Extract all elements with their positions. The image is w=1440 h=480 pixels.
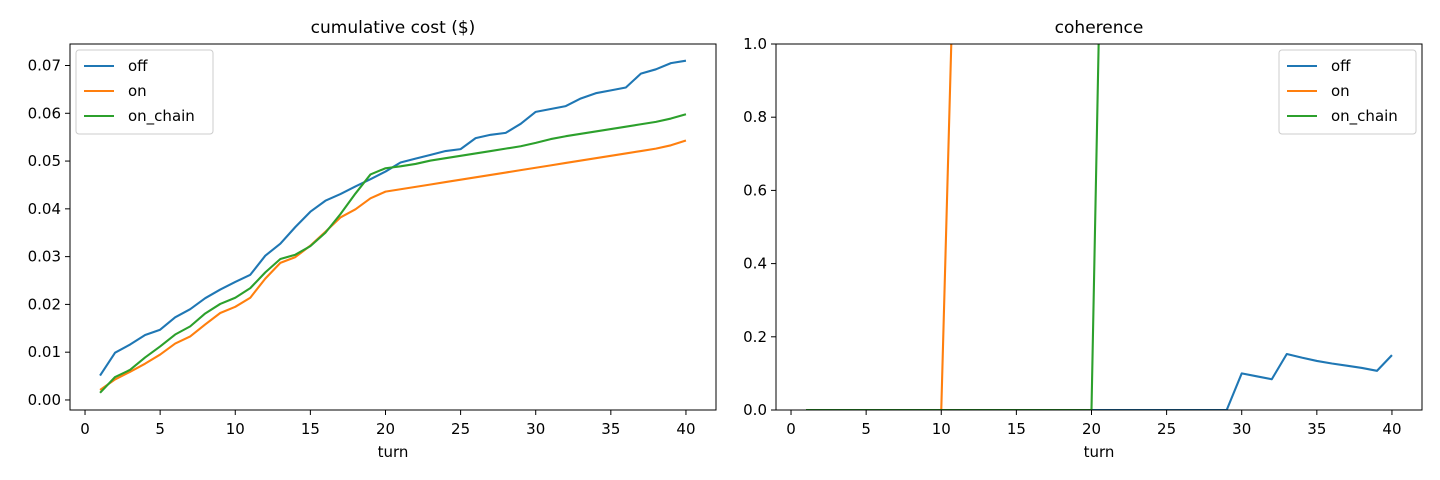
x-tick-label: 35 bbox=[601, 420, 620, 438]
x-tick-label: 5 bbox=[861, 420, 871, 438]
series-line-on bbox=[99, 139, 687, 391]
y-tick-label: 0.02 bbox=[28, 295, 61, 313]
y-tick-label: 0.2 bbox=[743, 328, 767, 346]
axes-frame bbox=[775, 43, 1423, 411]
y-tick-label: 0.01 bbox=[28, 343, 61, 361]
x-tick-label: 15 bbox=[1007, 420, 1026, 438]
y-tick-label: 0.0 bbox=[743, 401, 767, 419]
y-tick-label: 0.6 bbox=[743, 181, 767, 199]
x-tick-label: 0 bbox=[786, 420, 796, 438]
legend-label-on_chain: on_chain bbox=[128, 107, 195, 126]
legend-frame bbox=[1278, 49, 1417, 135]
x-tick-label: 10 bbox=[226, 420, 245, 438]
series-group bbox=[99, 59, 687, 394]
legend: off on on_chain bbox=[75, 49, 214, 135]
x-tick-label: 30 bbox=[1232, 420, 1251, 438]
y-tick-label: 0.07 bbox=[28, 57, 61, 75]
series-line-on_chain bbox=[99, 113, 687, 394]
y-tick-label: 0.8 bbox=[743, 108, 767, 126]
y-tick-label: 0.06 bbox=[28, 104, 61, 122]
axes-frame bbox=[69, 43, 717, 411]
legend-label-on: on bbox=[128, 82, 147, 100]
legend: off on on_chain bbox=[1278, 49, 1417, 135]
chart-coherence: coherence turn 0 5 10 15 20 25 30 35 40 0.0 0.2 0.4… bbox=[743, 18, 1423, 461]
x-tick-label: 40 bbox=[676, 420, 695, 438]
x-axis-label: turn bbox=[378, 443, 409, 461]
x-tick-label: 20 bbox=[376, 420, 395, 438]
x-tick-label: 30 bbox=[526, 420, 545, 438]
x-tick-label: 5 bbox=[155, 420, 165, 438]
x-tick-label: 35 bbox=[1307, 420, 1326, 438]
legend-label-off: off bbox=[1331, 57, 1351, 75]
legend-label-on_chain: on_chain bbox=[1331, 107, 1398, 126]
legend-label-off: off bbox=[128, 57, 148, 75]
x-tick-label: 40 bbox=[1382, 420, 1401, 438]
y-tick-label: 0.4 bbox=[743, 255, 767, 273]
legend-label-on: on bbox=[1331, 82, 1350, 100]
x-tick-label: 25 bbox=[1157, 420, 1176, 438]
y-tick-label: 1.0 bbox=[743, 35, 767, 53]
x-tick-label: 10 bbox=[932, 420, 951, 438]
x-tick-label: 15 bbox=[301, 420, 320, 438]
y-tick-label: 0.03 bbox=[28, 248, 61, 266]
x-tick-label: 0 bbox=[80, 420, 90, 438]
series-line-off bbox=[806, 352, 1393, 410]
chart-title: cumulative cost ($) bbox=[311, 18, 476, 38]
chart-cumulative-cost: cumulative cost ($) turn 0 5 10 15 20 25 30 35 4… bbox=[28, 18, 717, 461]
legend-frame bbox=[75, 49, 214, 135]
y-tick-label: 0.04 bbox=[28, 200, 61, 218]
x-tick-label: 25 bbox=[451, 420, 470, 438]
x-axis-label: turn bbox=[1084, 443, 1115, 461]
y-tick-label: 0.00 bbox=[28, 391, 61, 409]
y-tick-label: 0.05 bbox=[28, 152, 61, 170]
x-tick-label: 20 bbox=[1082, 420, 1101, 438]
series-group bbox=[806, 44, 1393, 410]
chart-title: coherence bbox=[1055, 18, 1144, 38]
